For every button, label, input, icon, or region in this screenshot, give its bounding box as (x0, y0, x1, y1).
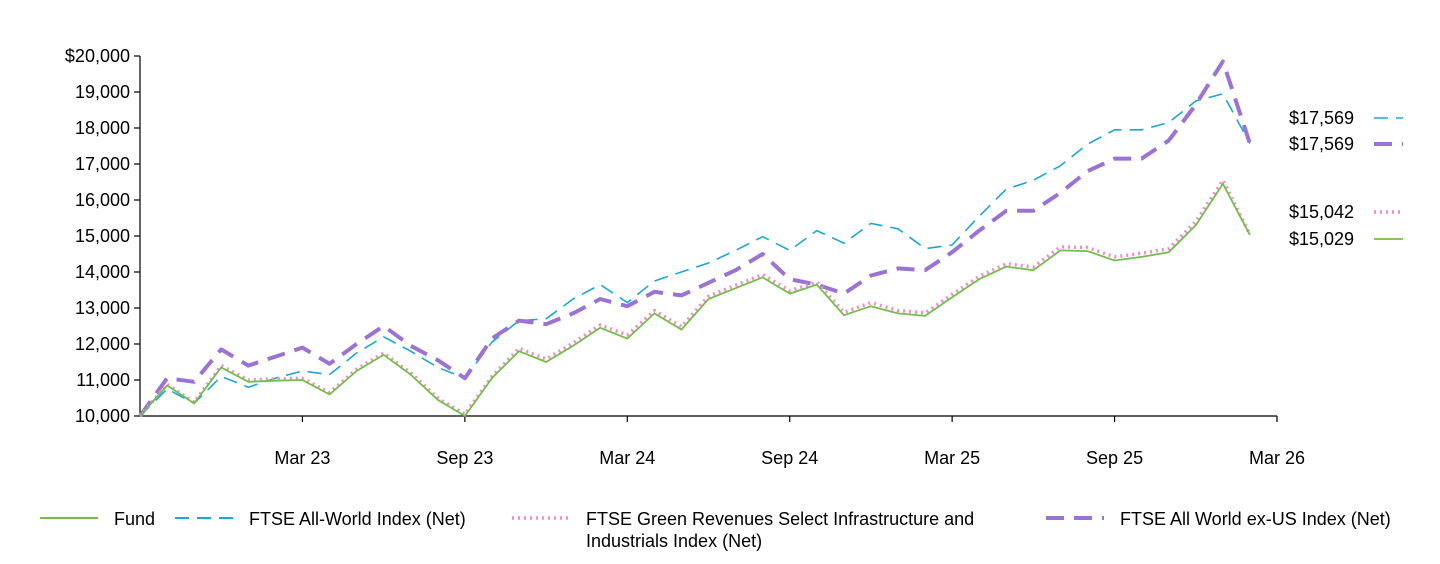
legend: Fund FTSE All-World Index (Net) FTSE Gre… (0, 508, 1440, 564)
series-lines (138, 59, 1252, 418)
end-labels: $17,569 $17,569 $15,042 $15,029 (1289, 108, 1403, 249)
x-tick-label: Sep 23 (436, 448, 493, 468)
legend-swatch-ftse-ex-us (1046, 516, 1104, 520)
y-tick-label: 15,000 (75, 226, 130, 246)
legend-label-ftse-ex-us: FTSE All World ex-US Index (Net) (1120, 509, 1391, 529)
series-line-2 (138, 178, 1252, 418)
legend-item-ftse-all-world: FTSE All-World Index (Net) (175, 508, 466, 530)
y-tick-label: 14,000 (75, 262, 130, 282)
y-axis: 10,000 11,000 12,000 13,000 14,000 15,000 16,0… (65, 46, 141, 426)
y-tick-label: 18,000 (75, 118, 130, 138)
end-label-0: $15,029 (1289, 229, 1354, 249)
y-tick-label: $20,000 (65, 46, 130, 66)
end-label-1: $17,569 (1289, 108, 1354, 128)
y-tick-label: 10,000 (75, 406, 130, 426)
legend-swatch-ftse-all-world (175, 517, 233, 519)
x-axis: Mar 23 Sep 23 Mar 24 Sep 24 Mar 25 Sep 25 Mar … (140, 415, 1305, 468)
y-tick-label: 16,000 (75, 190, 130, 210)
y-tick-label: 17,000 (75, 154, 130, 174)
legend-item-ftse-green-revenues: FTSE Green Revenues Select Infrastructur… (512, 508, 1026, 552)
series-line-0 (139, 182, 1251, 417)
y-tick-label: 12,000 (75, 334, 130, 354)
series-line-1 (139, 93, 1251, 417)
legend-label-ftse-green-revenues: FTSE Green Revenues Select Infrastructur… (586, 509, 975, 551)
legend-swatch-ftse-green-revenues (512, 516, 570, 520)
legend-label-fund: Fund (114, 509, 156, 529)
series-line-3 (138, 59, 1252, 418)
y-tick-label: 11,000 (76, 370, 130, 390)
y-tick-label: 19,000 (75, 82, 130, 102)
end-label-3: $17,569 (1289, 134, 1354, 154)
legend-swatch-fund (40, 517, 98, 519)
x-tick-label: Sep 25 (1086, 448, 1143, 468)
end-label-2: $15,042 (1289, 202, 1354, 222)
line-chart: 10,000 11,000 12,000 13,000 14,000 15,000 16,0… (65, 46, 1403, 468)
y-tick-label: 13,000 (75, 298, 130, 318)
x-tick-label: Mar 24 (599, 448, 655, 468)
x-tick-label: Sep 24 (761, 448, 818, 468)
x-tick-label: Mar 26 (1249, 448, 1305, 468)
legend-label-ftse-all-world: FTSE All-World Index (Net) (249, 509, 466, 529)
x-tick-label: Mar 25 (924, 448, 980, 468)
x-tick-label: Mar 23 (274, 448, 330, 468)
legend-item-ftse-ex-us: FTSE All World ex-US Index (Net) (1046, 508, 1391, 530)
legend-item-fund: Fund (40, 508, 155, 530)
